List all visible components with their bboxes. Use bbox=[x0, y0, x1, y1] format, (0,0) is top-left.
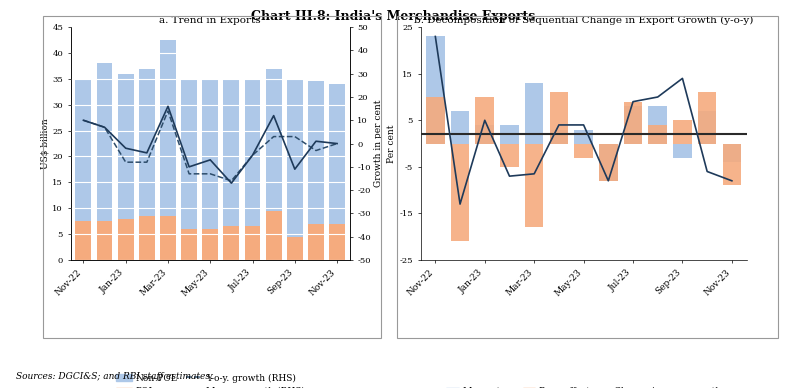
Change in y-o-y growth bbox=[554, 123, 564, 127]
Bar bbox=[624, 102, 642, 144]
Bar bbox=[266, 211, 281, 260]
Bar bbox=[451, 111, 469, 144]
Y-axis label: US$ billion: US$ billion bbox=[40, 118, 50, 169]
Bar bbox=[202, 229, 219, 260]
Bar bbox=[451, 144, 469, 241]
Bar bbox=[266, 69, 281, 211]
Bar bbox=[160, 40, 176, 216]
Change in y-o-y growth bbox=[703, 169, 712, 174]
Title: b. Decomposition of Sequential Change in Export Growth (y-o-y): b. Decomposition of Sequential Change in… bbox=[414, 16, 753, 25]
Bar bbox=[97, 221, 112, 260]
Change in y-o-y growth bbox=[578, 123, 588, 127]
Bar bbox=[722, 144, 741, 162]
Change in y-o-y growth bbox=[480, 118, 490, 123]
Bar bbox=[223, 79, 239, 226]
Bar bbox=[575, 144, 593, 158]
Bar bbox=[160, 216, 176, 260]
Change in y-o-y growth bbox=[628, 99, 637, 104]
Change in y-o-y growth bbox=[653, 95, 663, 99]
Bar bbox=[525, 144, 543, 227]
Legend: Momentum, Base effect, Change in y-o-y growth: Momentum, Base effect, Change in y-o-y g… bbox=[443, 384, 725, 388]
Change in y-o-y growth bbox=[530, 171, 539, 176]
Bar bbox=[426, 97, 445, 144]
Bar bbox=[525, 83, 543, 144]
Bar bbox=[287, 237, 303, 260]
Bar bbox=[549, 92, 568, 144]
Text: Sources: DGCI&S; and RBI staff estimates.: Sources: DGCI&S; and RBI staff estimates… bbox=[16, 372, 212, 381]
Bar bbox=[223, 226, 239, 260]
Bar bbox=[182, 229, 197, 260]
Legend: Non-POL, POL, Y-o-y. growth (RHS), M-o-m. growth (RHS): Non-POL, POL, Y-o-y. growth (RHS), M-o-m… bbox=[112, 370, 309, 388]
Bar bbox=[599, 144, 618, 181]
Bar bbox=[202, 79, 219, 229]
Bar bbox=[698, 92, 716, 144]
Bar bbox=[139, 216, 155, 260]
Y-axis label: Per cent: Per cent bbox=[387, 124, 396, 163]
Bar bbox=[75, 79, 91, 221]
Text: Chart III.8: India's Merchandise Exports: Chart III.8: India's Merchandise Exports bbox=[251, 10, 535, 23]
Change in y-o-y growth bbox=[604, 178, 613, 183]
Bar bbox=[118, 74, 134, 218]
Bar bbox=[476, 97, 494, 144]
Title: a. Trend in Exports: a. Trend in Exports bbox=[160, 16, 261, 25]
Bar bbox=[500, 144, 519, 167]
Bar bbox=[118, 218, 134, 260]
Bar bbox=[673, 144, 692, 158]
Bar bbox=[500, 125, 519, 144]
Bar bbox=[244, 79, 260, 226]
Line: Change in y-o-y growth: Change in y-o-y growth bbox=[435, 36, 732, 204]
Bar bbox=[624, 106, 642, 144]
Change in y-o-y growth bbox=[678, 76, 687, 81]
Bar bbox=[648, 106, 667, 144]
Bar bbox=[182, 79, 197, 229]
Bar bbox=[329, 84, 345, 224]
Bar bbox=[599, 144, 618, 181]
Bar bbox=[329, 224, 345, 260]
Change in y-o-y growth bbox=[505, 174, 514, 178]
Bar bbox=[698, 111, 716, 144]
Bar bbox=[575, 130, 593, 144]
Change in y-o-y growth bbox=[455, 202, 465, 206]
Bar bbox=[244, 226, 260, 260]
Change in y-o-y growth bbox=[727, 178, 736, 183]
Bar bbox=[426, 36, 445, 144]
Bar bbox=[673, 120, 692, 144]
Bar bbox=[97, 63, 112, 221]
Bar bbox=[139, 69, 155, 216]
Bar bbox=[308, 224, 324, 260]
Bar bbox=[308, 81, 324, 224]
Y-axis label: Growth in per cent: Growth in per cent bbox=[374, 100, 383, 187]
Change in y-o-y growth bbox=[431, 34, 440, 39]
Bar bbox=[648, 125, 667, 144]
Bar bbox=[287, 79, 303, 237]
Bar bbox=[476, 125, 494, 144]
Bar bbox=[549, 130, 568, 144]
Bar bbox=[722, 144, 741, 185]
Bar bbox=[75, 221, 91, 260]
